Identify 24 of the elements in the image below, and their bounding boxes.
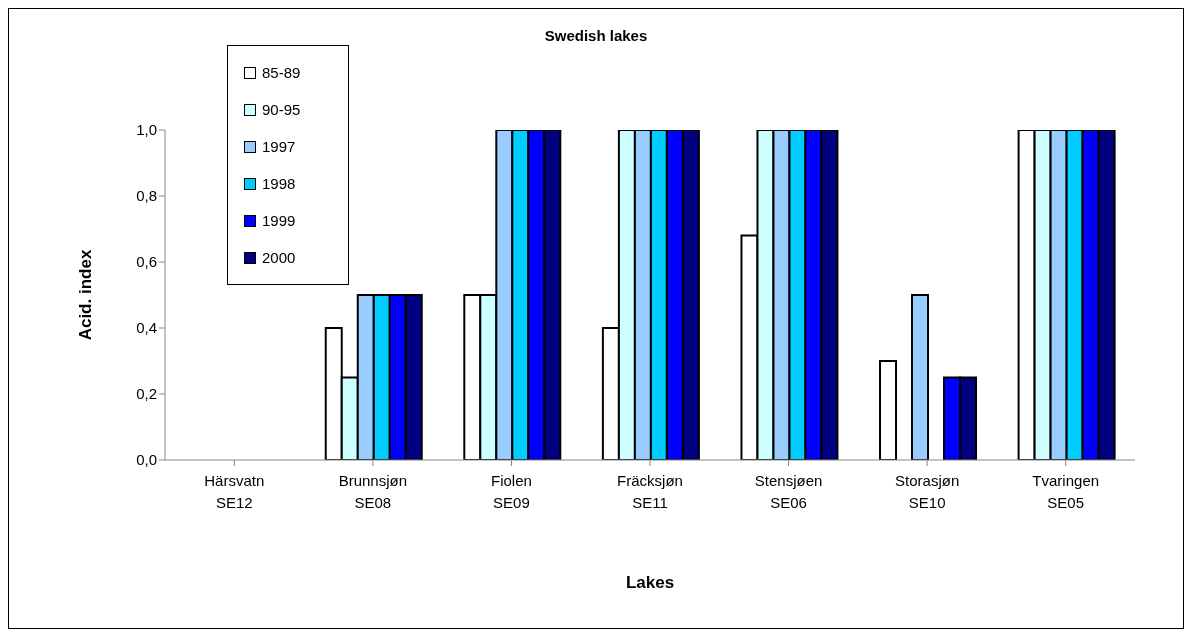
y-tick-label: 0,4: [136, 319, 157, 337]
y-tick-label: 0,6: [136, 253, 157, 271]
y-tick-label: 0,8: [136, 187, 157, 205]
legend-label: 1999: [262, 212, 296, 229]
x-tick-label: Fräcksjøn SE11: [617, 472, 683, 511]
x-tick-label: Fiolen SE09: [491, 472, 532, 511]
legend-label: 1998: [262, 175, 296, 192]
y-tick-label: 0,0: [136, 451, 157, 469]
legend-label: 90-95: [262, 101, 301, 118]
legend-label: 2000: [262, 249, 296, 266]
x-tick-label: Storasjøn SE10: [895, 472, 960, 511]
bar: [879, 360, 898, 460]
x-tick-label: Härsvatn SE12: [204, 472, 265, 511]
chart-title: Swedish lakes: [543, 27, 649, 44]
x-tick-label: Tvaringen SE05: [1032, 472, 1100, 511]
legend-label: 85-89: [262, 64, 301, 81]
y-axis-title: Acid. index: [76, 249, 96, 341]
y-tick-label: 0,2: [136, 385, 157, 403]
x-tick-label: Stensjøen SE06: [754, 472, 823, 511]
bar: [911, 294, 930, 460]
x-axis-title: Lakes: [625, 573, 675, 592]
y-tick-label: 1,0: [136, 121, 157, 139]
x-tick-label: Brunnsjøn SE08: [338, 472, 408, 511]
legend-label: 1997: [262, 138, 296, 155]
